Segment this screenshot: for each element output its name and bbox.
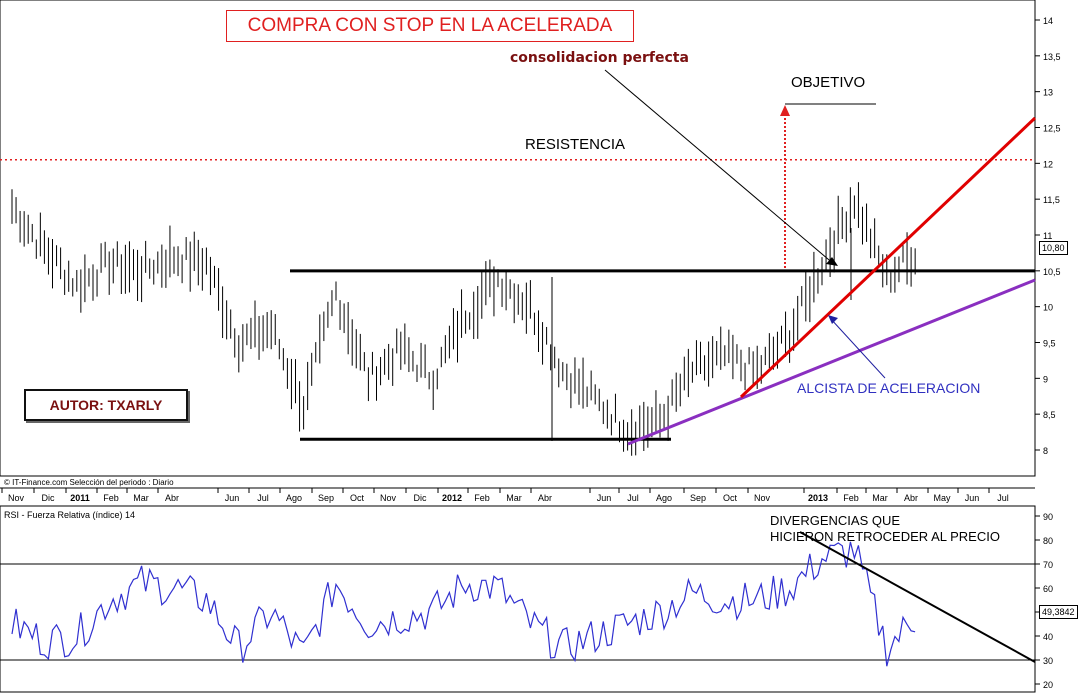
x-tick-label: Abr [538,493,552,503]
x-tick-label: Abr [904,493,918,503]
resistencia-annotation: RESISTENCIA [525,136,626,153]
x-tick-label: Nov [380,493,397,503]
consolidacion-arrowhead [826,257,838,266]
price-tick-label: 9 [1043,374,1048,384]
x-tick-label: Jul [627,493,639,503]
price-tick-label: 10,5 [1043,267,1061,277]
x-tick-label: Jun [597,493,612,503]
rsi-tick-label: 30 [1043,656,1053,666]
x-tick-label: Jul [257,493,269,503]
divergencias-annotation: DIVERGENCIAS QUE HICIERON RETROCEDER AL … [770,513,1000,545]
purple-trendline [627,278,1036,446]
x-tick-label: Dic [42,493,55,503]
rsi-tick-label: 70 [1043,560,1053,570]
x-tick-label: Oct [723,493,738,503]
x-tick-label: Feb [843,493,859,503]
consolidacion-arrow [604,69,836,266]
objetivo-arrowhead [780,105,790,116]
x-tick-label: Feb [474,493,490,503]
trend-overlays [0,69,1037,663]
x-tick-label: Jun [965,493,980,503]
chart-headline: COMPRA CON STOP EN LA ACELERADA [226,10,634,42]
alcista-annotation: ALCISTA DE ACELERACION [797,380,981,396]
source-credit: © IT-Finance.com Selección del periodo :… [4,478,174,487]
rsi-frame [0,505,1036,693]
x-tick-label: Feb [103,493,119,503]
x-tick-label: Abr [165,493,179,503]
last-price-label: 10,80 [1039,241,1068,255]
x-tick-label: 2013 [808,493,828,503]
x-tick-label: Nov [8,493,25,503]
price-tick-label: 13 [1043,88,1053,98]
x-tick-label: Ago [286,493,302,503]
consolidacion-annotation: consolidacion perfecta [510,50,689,66]
x-tick-label: Mar [872,493,888,503]
rsi-divergence-line [799,531,1036,663]
divergencias-line-2: HICIERON RETROCEDER AL PRECIO [770,529,1000,544]
price-tick-label: 9,5 [1043,339,1056,349]
price-tick-label: 10 [1043,303,1053,313]
price-panel: 8 8,5 9 9,5 10 10,5 11 11,5 12 12,5 13 13,5 14 [0,0,1061,477]
rsi-tick-label: 40 [1043,632,1053,642]
rsi-label: RSI - Fuerza Relativa (índice) 14 [4,510,136,520]
x-tick-label: Dic [414,493,427,503]
rsi-line [11,541,916,667]
price-tick-label: 8,5 [1043,410,1056,420]
x-tick-label: 2012 [442,493,462,503]
x-tick-label: Sep [318,493,334,503]
x-tick-label: Sep [690,493,706,503]
divergencias-line-1: DIVERGENCIAS QUE [770,513,901,528]
rsi-panel: 2030405060708090 [0,505,1053,693]
price-tick-label: 11,5 [1043,195,1060,205]
x-axis: Nov Dic 2011 Feb Mar Abr Jun Jul Ago Sep Oct Nov Dic… [0,487,1035,503]
x-tick-label: 2011 [70,493,90,503]
x-tick-label: Nov [754,493,771,503]
objetivo-annotation: OBJETIVO [791,74,866,91]
x-tick-label: Mar [506,493,522,503]
rsi-tick-label: 80 [1043,536,1053,546]
price-tick-label: 14 [1043,16,1053,26]
rsi-tick-label: 90 [1043,512,1053,522]
x-tick-label: Jul [997,493,1009,503]
x-tick-label: Jun [225,493,240,503]
alcista-arrow [829,317,886,379]
rsi-tick-label: 60 [1043,584,1053,594]
x-tick-label: May [933,493,951,503]
x-tick-label: Oct [350,493,365,503]
x-tick-label: Mar [133,493,149,503]
red-trendline [739,116,1037,399]
price-tick-label: 13,5 [1043,52,1061,62]
price-tick-label: 12 [1043,159,1053,169]
alcista-arrowhead [828,315,838,324]
x-tick-label: Ago [656,493,672,503]
last-rsi-label: 49,3842 [1039,605,1078,619]
price-tick-label: 8 [1043,446,1048,456]
price-tick-label: 12,5 [1043,124,1061,134]
price-frame [0,0,1036,477]
rsi-tick-label: 20 [1043,680,1053,690]
author-badge: AUTOR: TXARLY [24,389,188,421]
price-tick-label: 11 [1043,231,1052,241]
